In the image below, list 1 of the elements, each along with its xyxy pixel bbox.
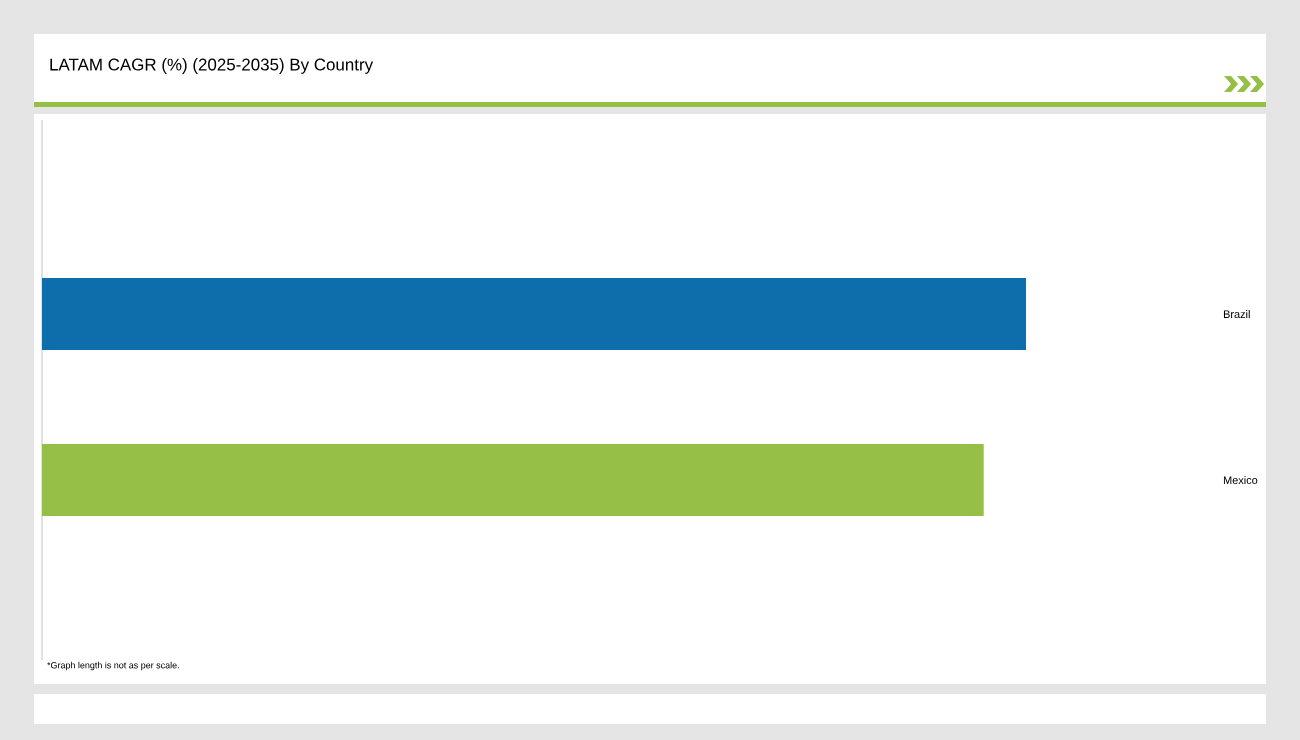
chart-title: LATAM CAGR (%) (2025-2035) By Country [50, 58, 374, 74]
